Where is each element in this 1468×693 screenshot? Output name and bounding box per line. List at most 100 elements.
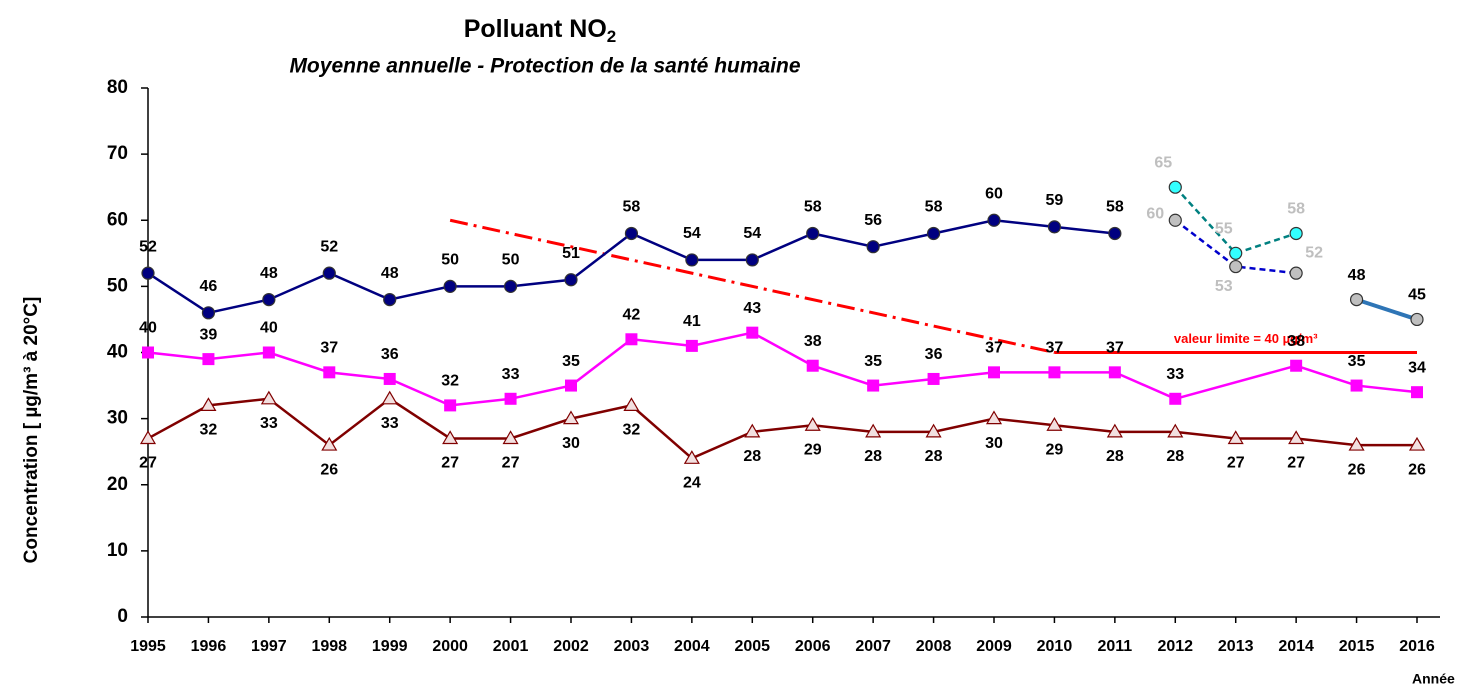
data-label: 52 [1305, 244, 1323, 261]
marker [685, 339, 698, 352]
y-tick-label: 10 [107, 540, 128, 561]
x-tick-label: 2009 [976, 638, 1012, 655]
marker [564, 273, 578, 287]
data-label: 27 [502, 455, 520, 472]
data-label: 65 [1154, 154, 1172, 171]
x-tick-label: 2001 [493, 638, 529, 655]
data-label: 24 [683, 475, 701, 492]
x-axis-label: Année [1412, 671, 1455, 687]
marker [1229, 246, 1243, 260]
marker [804, 417, 821, 431]
y-tick-label: 0 [117, 606, 128, 627]
marker [625, 333, 638, 346]
marker [260, 390, 277, 405]
data-label: 40 [260, 320, 278, 337]
data-label: 35 [562, 353, 580, 370]
marker [1168, 180, 1182, 194]
series-line [147, 397, 1417, 460]
data-label: 26 [320, 461, 338, 478]
trend-line [449, 218, 1055, 354]
data-label: 37 [985, 340, 1003, 357]
data-label: 59 [1046, 192, 1064, 209]
data-label: 48 [381, 265, 399, 282]
x-tick-label: 1998 [311, 638, 347, 655]
chart-subtitle: Moyenne annuelle - Protection de la sant… [289, 55, 800, 78]
marker [562, 410, 580, 425]
data-label: 60 [1146, 205, 1164, 222]
series-line [1174, 186, 1297, 255]
marker [1229, 259, 1243, 274]
marker [142, 346, 154, 359]
data-label: 27 [1287, 455, 1305, 472]
data-label: 45 [1408, 287, 1426, 304]
data-label: 35 [1348, 353, 1366, 370]
data-label: 32 [441, 373, 459, 390]
x-tick-label: 2005 [734, 638, 770, 655]
data-label: 58 [1287, 201, 1305, 218]
data-label: 33 [502, 366, 520, 383]
marker [683, 450, 700, 464]
marker [565, 379, 577, 392]
marker [806, 226, 820, 241]
data-label: 36 [925, 346, 943, 363]
marker [1348, 436, 1365, 451]
marker [987, 213, 1001, 227]
data-label: 37 [1106, 340, 1124, 357]
marker [925, 423, 942, 438]
data-label: 27 [1227, 455, 1245, 472]
marker [1227, 430, 1244, 445]
data-label: 55 [1215, 221, 1233, 238]
marker [1349, 293, 1364, 307]
data-label: 35 [864, 353, 882, 370]
data-label: 28 [743, 448, 761, 465]
marker [1289, 266, 1303, 280]
data-label: 26 [1408, 461, 1426, 478]
data-label: 32 [200, 422, 218, 439]
marker [504, 392, 517, 405]
marker [1046, 417, 1063, 431]
data-label: 38 [804, 333, 822, 350]
data-label: 46 [200, 278, 218, 295]
x-tick-label: 2016 [1399, 638, 1435, 655]
data-label: 54 [743, 225, 761, 242]
x-tick-label: 1997 [251, 638, 287, 655]
marker [1290, 359, 1303, 372]
x-tick-label: 2006 [795, 638, 831, 655]
marker [865, 423, 882, 438]
y-tick-label: 40 [107, 342, 128, 363]
data-label: 39 [200, 326, 218, 343]
data-label: 26 [1348, 461, 1366, 478]
marker [926, 226, 941, 241]
data-label: 48 [1348, 267, 1366, 284]
x-tick-label: 1995 [130, 638, 166, 655]
data-label: 33 [1166, 366, 1184, 383]
y-tick-label: 60 [107, 209, 128, 230]
data-label: 28 [864, 448, 882, 465]
marker [1047, 220, 1062, 234]
marker [685, 253, 699, 267]
marker [1167, 423, 1184, 438]
data-label: 30 [562, 435, 580, 452]
data-label: 37 [320, 340, 338, 357]
marker [502, 430, 519, 445]
marker [623, 397, 640, 411]
y-tick-label: 70 [107, 143, 128, 164]
data-label: 40 [139, 320, 157, 337]
data-label: 51 [562, 245, 580, 262]
data-label: 36 [381, 346, 399, 363]
marker [381, 390, 398, 405]
marker [988, 366, 1000, 379]
marker [383, 372, 396, 385]
x-tick-label: 2011 [1097, 638, 1132, 655]
marker [1288, 430, 1305, 445]
marker [262, 293, 276, 307]
marker [262, 346, 275, 359]
data-label: 52 [139, 238, 157, 255]
data-label: 50 [441, 252, 459, 269]
marker [1410, 312, 1424, 327]
marker [201, 306, 216, 320]
marker [1350, 379, 1363, 392]
data-label: 56 [864, 212, 882, 229]
marker [139, 430, 157, 445]
data-label: 33 [260, 415, 278, 432]
